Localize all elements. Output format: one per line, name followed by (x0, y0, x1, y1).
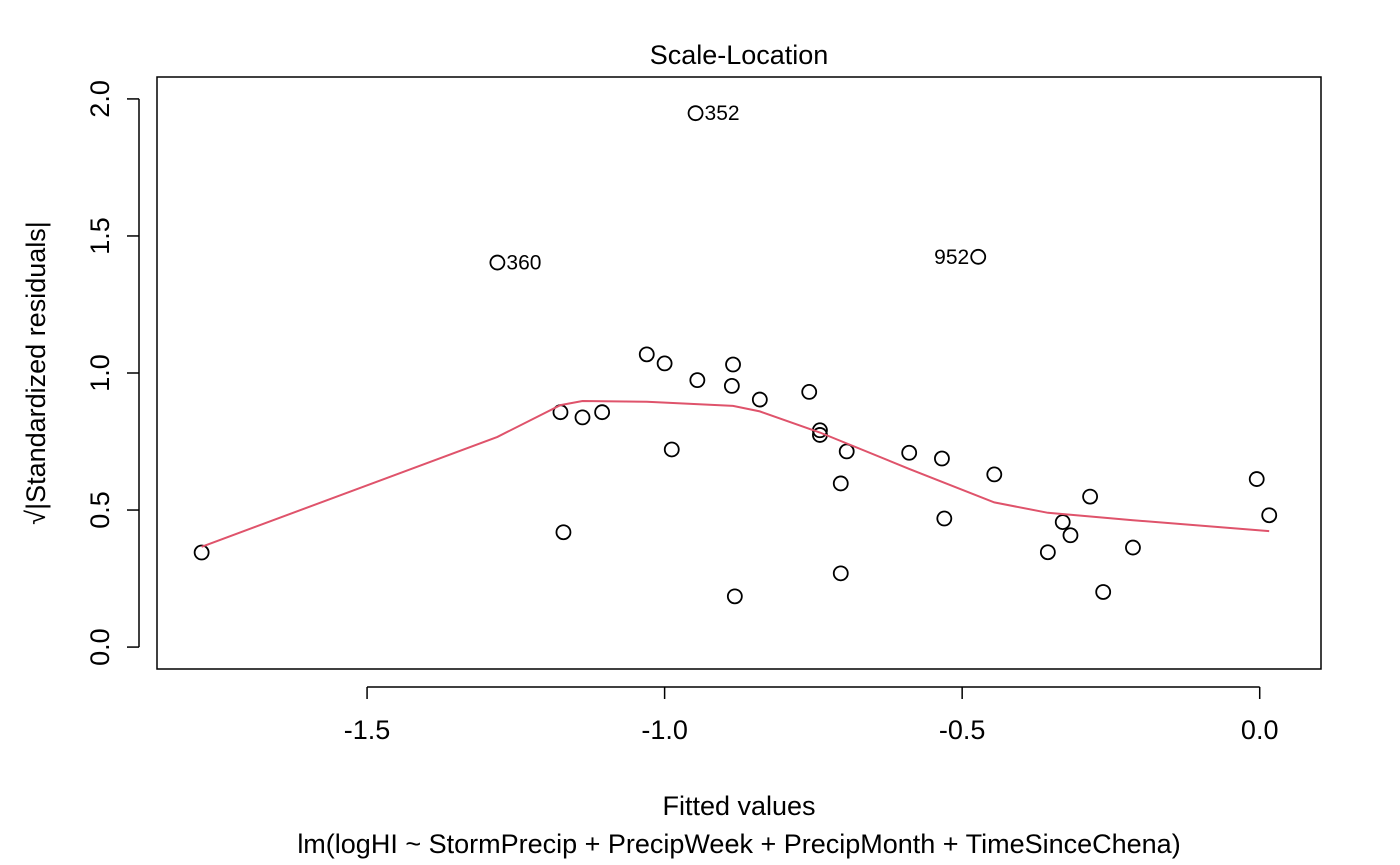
data-point (663, 441, 680, 458)
data-point (656, 355, 673, 372)
data-point (934, 450, 950, 467)
data-point (751, 391, 768, 408)
data-point (555, 524, 572, 541)
data-point (574, 409, 591, 426)
data-marks: 360 352 952 (193, 102, 1278, 605)
y-tick-label: 0.5 (85, 491, 115, 529)
x-tick-label: 0.0 (1241, 715, 1279, 745)
y-axis: 0.0 0.5 1.0 1.5 2.0 (85, 80, 140, 666)
x-tick-label: -1.0 (641, 715, 688, 745)
data-point (1261, 507, 1278, 524)
x-axis-label: Fitted values (662, 791, 815, 821)
subtitle-model-formula: lm(logHI ~ StormPrecip + PrecipWeek + Pr… (297, 829, 1180, 859)
data-point (1082, 488, 1099, 505)
point-label: 360 (506, 252, 541, 275)
y-tick-label: 1.5 (85, 217, 115, 255)
data-point (901, 444, 918, 461)
data-point (970, 248, 987, 265)
data-point (1095, 584, 1112, 600)
data-point (986, 466, 1003, 483)
y-axis-label: √|Standardized residuals| (21, 221, 51, 525)
point-label: 952 (934, 246, 969, 269)
data-point (638, 346, 655, 363)
data-point (193, 544, 210, 561)
data-point (687, 105, 704, 122)
x-axis: -1.5 -1.0 -0.5 0.0 (344, 686, 1279, 745)
data-point (801, 384, 818, 400)
y-tick-label: 1.0 (85, 354, 115, 392)
y-tick-label: 2.0 (85, 80, 115, 118)
x-tick-label: -1.5 (344, 715, 391, 745)
data-point (723, 377, 740, 394)
data-point (725, 356, 741, 373)
smoother-line (201, 399, 1270, 548)
data-point (1054, 514, 1071, 530)
data-point (936, 510, 953, 527)
data-point (1062, 527, 1079, 544)
y-tick-label: 0.0 (85, 628, 115, 666)
data-point (1248, 471, 1265, 487)
point-label: 352 (705, 102, 740, 125)
data-point (1125, 539, 1141, 556)
data-point (726, 588, 743, 605)
data-point (689, 372, 706, 389)
data-point (594, 404, 611, 421)
data-point (1039, 544, 1056, 561)
data-point (832, 475, 849, 492)
chart-title: Scale-Location (650, 40, 829, 70)
data-point (489, 254, 506, 271)
x-tick-label: -0.5 (939, 715, 986, 745)
data-point (832, 565, 849, 582)
plot-frame (156, 76, 1322, 670)
